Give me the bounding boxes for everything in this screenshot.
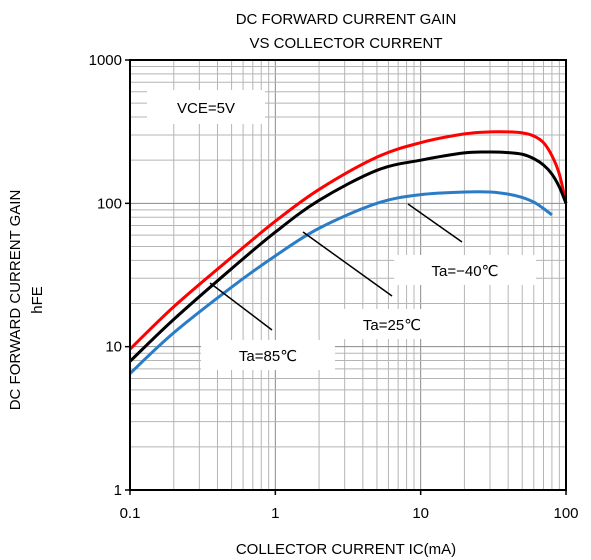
leader-line-2 [209,282,273,331]
chart-title-line-1: DC FORWARD CURRENT GAIN [236,11,457,28]
y-axis-label-line-2: hFE [29,286,46,314]
series-line-0 [128,130,568,351]
y-axis-label-line-1: DC FORWARD CURRENT GAIN [7,190,24,411]
annotation-leaders [209,203,463,331]
y-tick-label: 1 [114,482,122,499]
x-tick-labels: 0.1 1 10 100 [120,490,579,522]
x-tick-label: 0.1 [120,505,141,522]
y-tick-label: 100 [97,195,122,212]
leader-line-0 [407,203,463,243]
annotation-85: Ta=85℃ [239,348,297,365]
annotation-box-minus40 [394,255,536,285]
condition-label-box [147,90,265,124]
chart-title-line-2: VS COLLECTOR CURRENT [249,35,442,52]
annotation-box-25 [325,309,459,339]
x-tick-label: 1 [271,505,279,522]
y-tick-label: 1000 [89,52,122,69]
annotation-box-85 [201,340,335,370]
series-line-1 [128,150,568,363]
x-axis-label: COLLECTOR CURRENT IC(mA) [236,541,456,558]
condition-label: VCE=5V [177,100,235,117]
x-tick-label: 10 [412,505,429,522]
annotation-minus40: Ta=−40℃ [432,263,499,280]
plot-frame [129,59,567,491]
y-tick-label: 10 [105,339,122,356]
series-line-2 [128,190,553,375]
leader-line-1 [302,231,393,297]
y-tick-labels: 1 10 100 1000 [89,52,130,499]
curves [128,130,568,375]
x-tick-label: 100 [553,505,578,522]
annotation-25: Ta=25℃ [363,317,421,334]
